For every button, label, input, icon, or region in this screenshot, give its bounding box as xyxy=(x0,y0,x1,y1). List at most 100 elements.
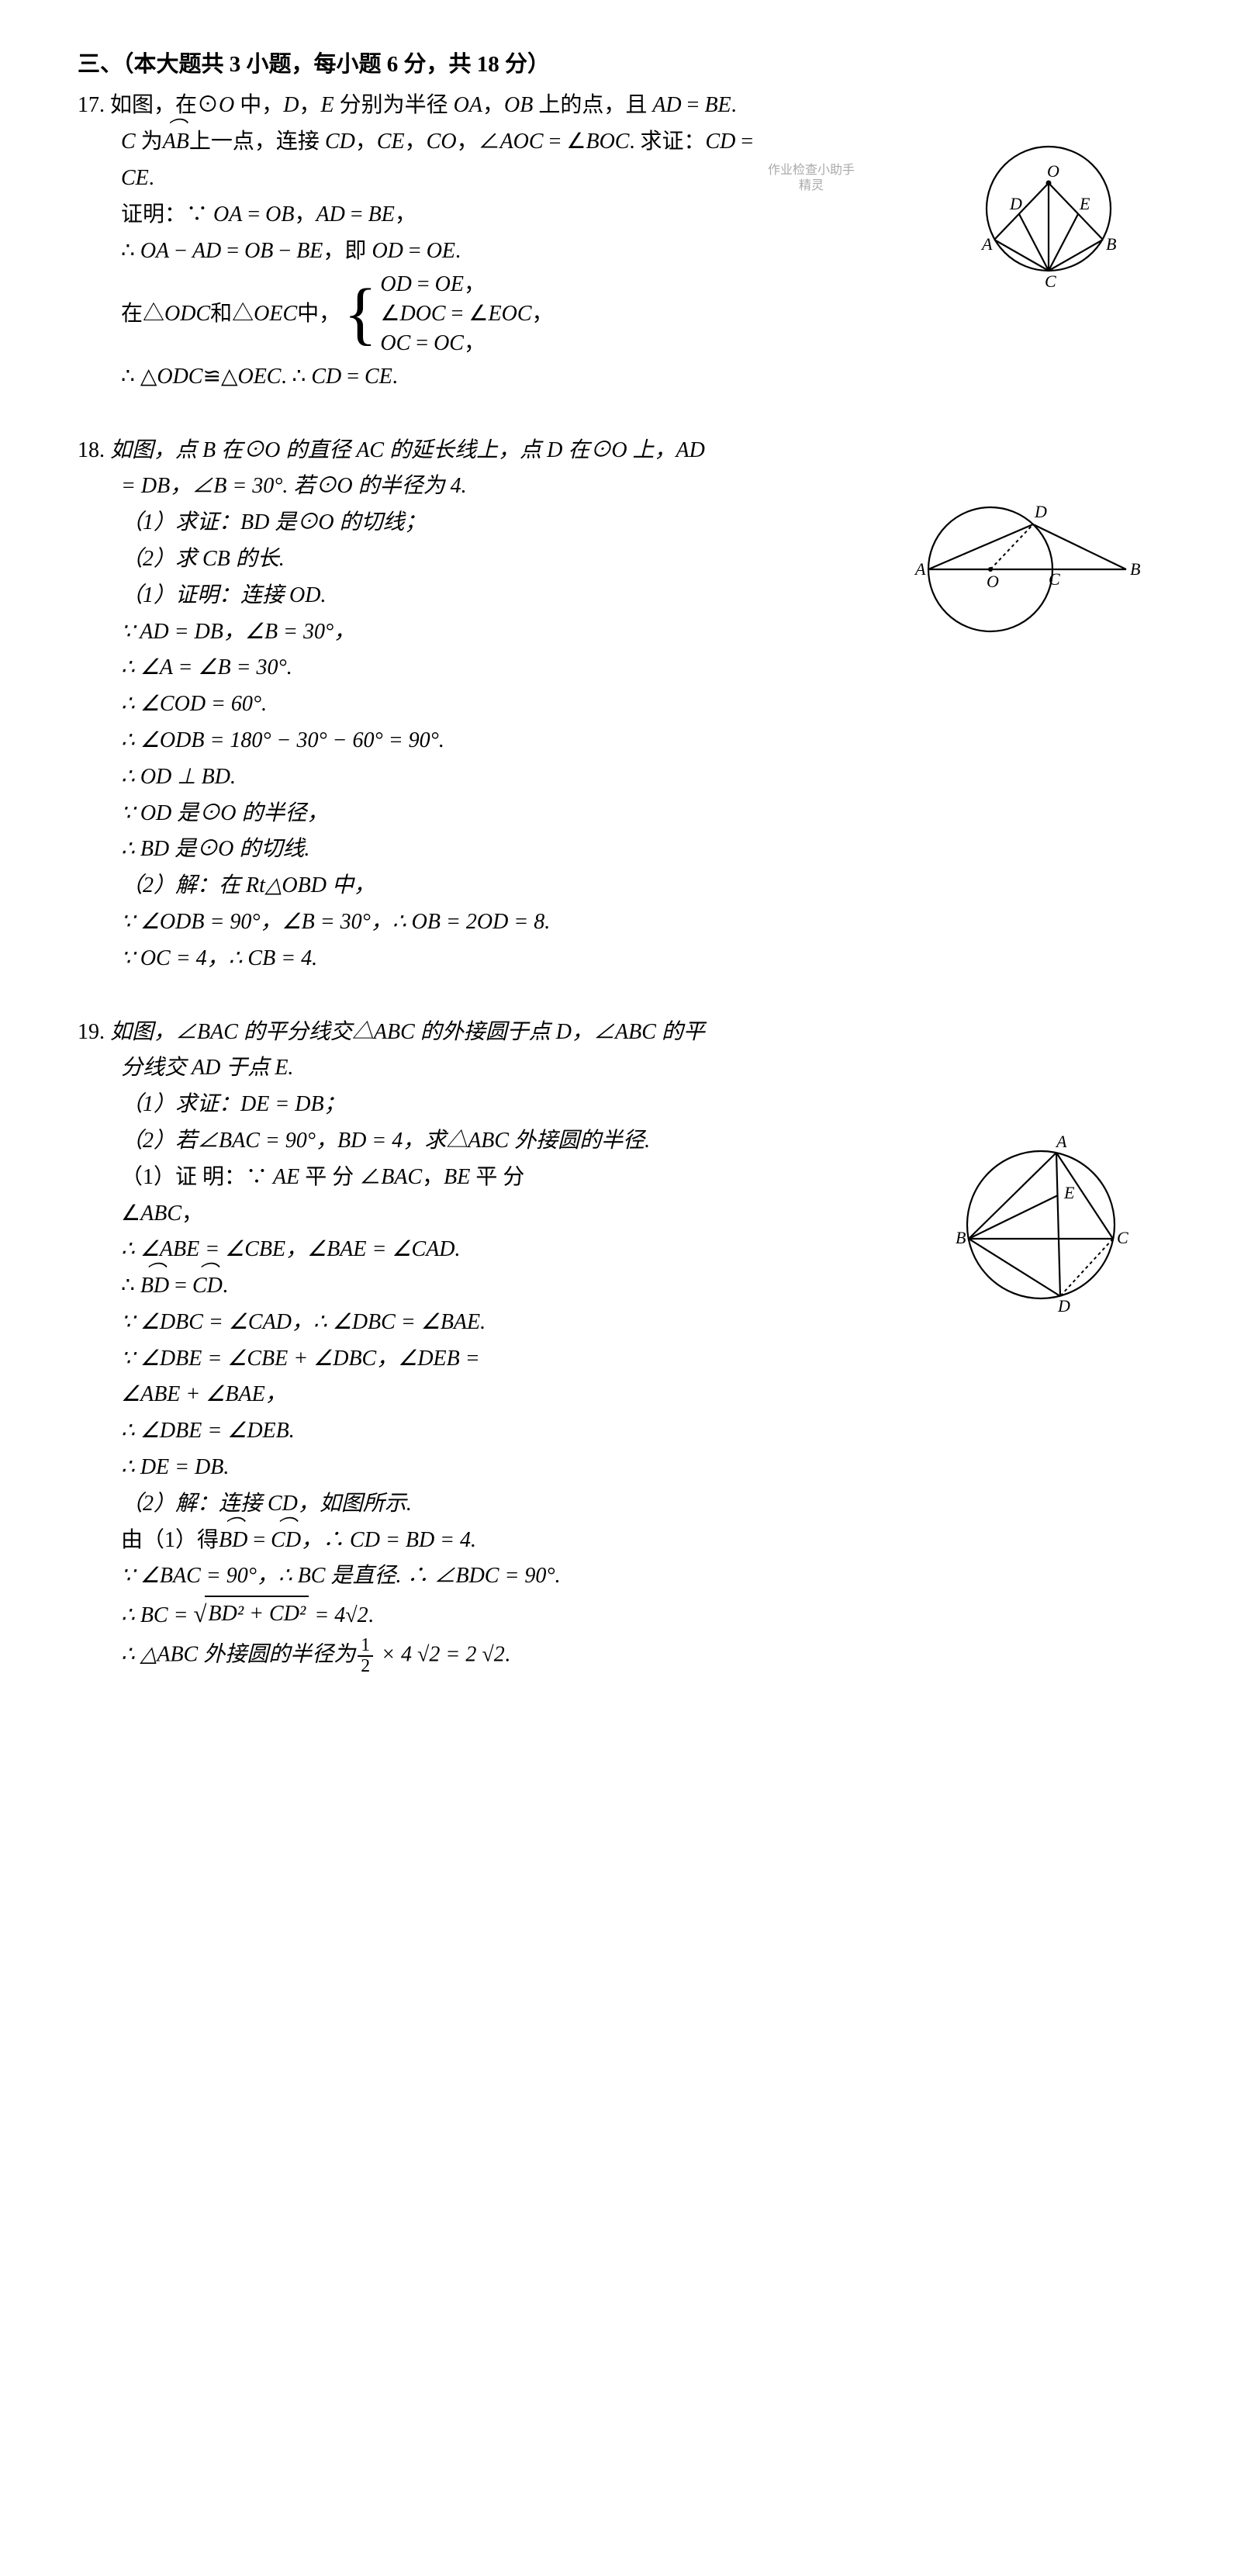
problem-18: A C O B D 18. 如图，点 B 在⊙O 的直径 AC 的延长线上，点 … xyxy=(78,434,1180,977)
t: ，∴ CD = BD = 4. xyxy=(301,1528,476,1552)
t: = xyxy=(221,239,244,263)
sqrt: √BD² + CD² xyxy=(194,1596,309,1634)
v: OC xyxy=(380,331,410,355)
figure-19: A B C D E xyxy=(956,1139,1134,1333)
t: = ∠ xyxy=(544,130,586,154)
v: OB xyxy=(265,202,294,226)
p19-l2: 分线交 AD 于点 E. xyxy=(78,1051,1180,1086)
p19-s5: ∠ABE + ∠BAE， xyxy=(78,1378,1180,1412)
OD xyxy=(990,524,1033,569)
p18-s8: ∵ ∠ODB = 90°，∠B = 30°，∴ OB = 2OD = 8. xyxy=(78,905,1180,940)
lbl-D: D xyxy=(1009,194,1022,213)
t: ∴ △ xyxy=(121,365,157,389)
t: . ∴ xyxy=(281,365,311,389)
circle xyxy=(967,1151,1115,1298)
v: EOC xyxy=(489,302,532,326)
t: ， xyxy=(181,1202,203,1226)
lbl-E: E xyxy=(1063,1183,1075,1202)
figure-17: O A B C D E xyxy=(963,143,1134,309)
p19-s4: ∵ ∠DBE = ∠CBE + ∠DBC，∠DEB = xyxy=(78,1342,1180,1377)
figure-17-svg: O A B C D E xyxy=(963,143,1134,298)
lbl-E: E xyxy=(1079,194,1090,213)
v: C xyxy=(121,130,136,154)
t: = xyxy=(682,93,705,117)
BE xyxy=(969,1195,1058,1239)
t: = 4 xyxy=(309,1603,345,1627)
v: AD xyxy=(316,202,344,226)
t: 在△ xyxy=(121,297,164,332)
t: 中， xyxy=(297,297,340,332)
v: OA xyxy=(454,93,482,117)
v: E xyxy=(321,93,334,117)
arc-BD: BD xyxy=(140,1269,169,1304)
t: 由（1）得 xyxy=(121,1528,219,1552)
t: 证明：∵ xyxy=(121,202,213,226)
p17-line1: 17. 如图，在⊙O 中，D，E 分别为半径 OA，OB 上的点，且 AD = … xyxy=(78,88,1180,123)
v: CD xyxy=(325,130,355,154)
v: CE xyxy=(377,130,405,154)
v: OE xyxy=(427,239,455,263)
t: ， xyxy=(405,130,427,154)
t: 上的点，且 xyxy=(533,93,652,117)
lbl-C: C xyxy=(1117,1228,1128,1247)
t: = xyxy=(412,272,435,296)
t: = xyxy=(169,1274,192,1298)
case3: OC = OC， xyxy=(380,329,553,358)
t: 中， xyxy=(234,93,283,117)
lbl-O: O xyxy=(1047,161,1059,181)
p18-number: 18. xyxy=(78,438,110,462)
t: . xyxy=(392,365,398,389)
arc-BD: BD xyxy=(219,1523,247,1558)
v: CD xyxy=(706,130,736,154)
p19-l1: 19. 如图，∠BAC 的平分线交△ABC 的外接圆于点 D，∠ABC 的平 xyxy=(78,1015,1180,1050)
v: BE xyxy=(296,239,323,263)
t: 平 分 xyxy=(470,1165,524,1189)
p18-s4: ∴ ∠ODB = 180° − 30° − 60° = 90°. xyxy=(78,724,1180,759)
watermark-l1: 作业检查小助手 xyxy=(768,163,855,178)
t: ∠ xyxy=(121,1202,140,1226)
p19-q1: （1）求证：DE = DB； xyxy=(78,1087,1180,1122)
v: ABC xyxy=(140,1202,181,1226)
p17-l7: ∴ △ODC≌△OEC. ∴ CD = CE. xyxy=(78,360,1180,395)
t: 和△ xyxy=(210,297,254,332)
t: = xyxy=(247,1528,271,1552)
v: AD xyxy=(652,93,681,117)
t: ， xyxy=(422,1165,444,1189)
lbl-B: B xyxy=(1130,559,1140,579)
t: 分别为半径 xyxy=(334,93,454,117)
t: （1）证 明：∵ xyxy=(121,1165,273,1189)
t: . xyxy=(455,239,461,263)
arc-CD: CD xyxy=(271,1523,301,1558)
CD xyxy=(1060,1239,1113,1296)
v: CE xyxy=(121,166,149,190)
v: BE xyxy=(368,202,395,226)
t: ∴ △ABC 外接圆的半径为 xyxy=(121,1642,355,1666)
t: = xyxy=(341,365,365,389)
figure-19-svg: A B C D E xyxy=(956,1139,1134,1322)
case1: OD = OE， xyxy=(380,270,553,299)
t: ∠ xyxy=(380,302,399,326)
lbl-B: B xyxy=(956,1228,966,1247)
t: = xyxy=(735,130,753,154)
t: ， xyxy=(355,130,377,154)
t: 上一点，连接 xyxy=(189,130,325,154)
v: OA xyxy=(140,239,169,263)
p18-s7: ∴ BD 是⊙O 的切线. xyxy=(78,832,1180,867)
lbl-A: A xyxy=(980,234,993,254)
v: BE xyxy=(704,93,731,117)
v: BE xyxy=(444,1165,470,1189)
t: ，∠ xyxy=(457,130,500,154)
lbl-C: C xyxy=(1045,271,1056,291)
p18-s9: ∵ OC = 4，∴ CB = 4. xyxy=(78,942,1180,977)
arc-CD: CD xyxy=(192,1269,223,1304)
t: = xyxy=(345,202,368,226)
v: ODC xyxy=(157,365,202,389)
t: . 求证： xyxy=(629,130,705,154)
p18-p2: （2）解：在 Rt△OBD 中， xyxy=(78,869,1180,904)
v: BOC xyxy=(586,130,629,154)
watermark-l2: 精灵 xyxy=(768,178,855,193)
lbl-D: D xyxy=(1057,1296,1070,1316)
lbl-O: O xyxy=(987,572,999,591)
v: OE xyxy=(435,272,464,296)
AD xyxy=(928,524,1033,569)
